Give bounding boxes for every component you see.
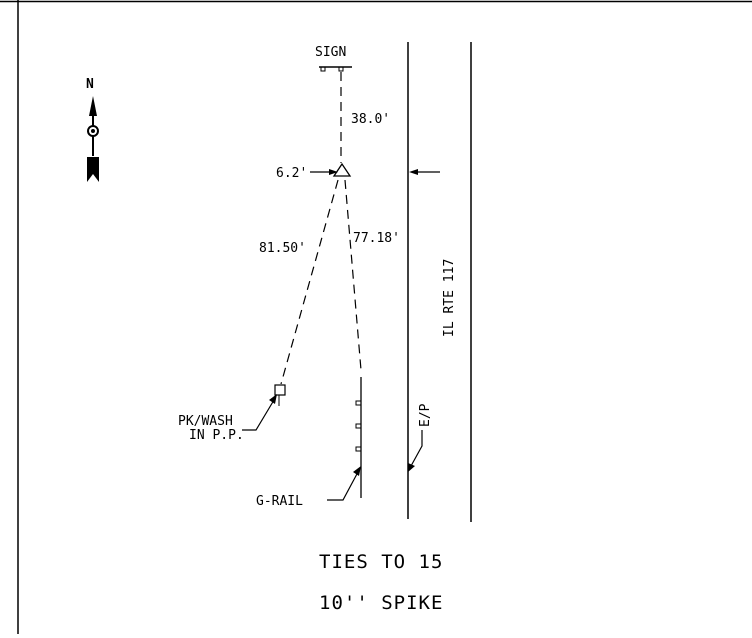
sign-label: SIGN xyxy=(315,45,346,60)
pk-label-line1: PK/WASH xyxy=(178,414,233,429)
grail-distance-label: 77.18' xyxy=(353,231,400,246)
pk-washer-symbol xyxy=(274,384,286,396)
pk-tie-line xyxy=(280,179,339,385)
grail-label: G-RAIL xyxy=(256,494,303,509)
north-label: N xyxy=(86,77,94,92)
route-label: IL RTE 117 xyxy=(442,259,457,337)
caption-line2: 10'' SPIKE xyxy=(319,592,443,614)
edge-leader-arrow xyxy=(408,430,423,472)
sign-symbol xyxy=(319,66,352,72)
edge-label: E/P xyxy=(418,403,433,427)
guardrail-symbol xyxy=(355,377,362,498)
offset-arrow-left xyxy=(310,169,338,175)
caption-line1: TIES TO 15 xyxy=(319,551,443,573)
pk-leader-arrow xyxy=(242,394,277,431)
pk-label-line2: IN P.P. xyxy=(189,428,244,443)
grail-leader-arrow xyxy=(327,466,361,501)
offset-arrow-right xyxy=(409,169,440,175)
grail-tie-line xyxy=(344,179,362,371)
pk-distance-label: 81.50' xyxy=(259,241,306,256)
north-arrow-icon: N xyxy=(86,77,99,182)
reference-point-triangle xyxy=(332,162,352,177)
offset-distance-label: 6.2' xyxy=(276,166,307,181)
sign-distance-label: 38.0' xyxy=(351,112,390,127)
